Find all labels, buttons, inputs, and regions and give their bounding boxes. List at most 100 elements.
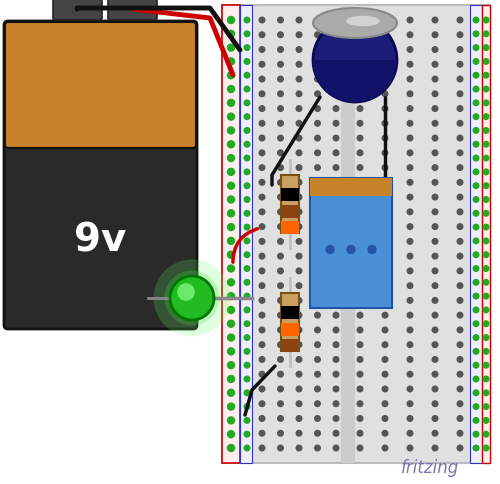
- Circle shape: [296, 253, 302, 259]
- Circle shape: [382, 121, 388, 126]
- Circle shape: [432, 416, 438, 421]
- Circle shape: [432, 17, 438, 23]
- Circle shape: [483, 390, 489, 395]
- Circle shape: [333, 17, 339, 23]
- Circle shape: [457, 180, 463, 185]
- Circle shape: [278, 298, 283, 303]
- Circle shape: [432, 106, 438, 111]
- Circle shape: [457, 239, 463, 244]
- Circle shape: [382, 327, 388, 333]
- Circle shape: [244, 31, 250, 37]
- Circle shape: [357, 312, 363, 318]
- Circle shape: [473, 238, 479, 244]
- Circle shape: [473, 224, 479, 230]
- Bar: [222, 5, 490, 463]
- Circle shape: [357, 106, 363, 111]
- Circle shape: [473, 321, 479, 327]
- Circle shape: [244, 59, 250, 64]
- Circle shape: [457, 47, 463, 52]
- Circle shape: [259, 76, 265, 82]
- Circle shape: [457, 194, 463, 200]
- Circle shape: [278, 239, 283, 244]
- Circle shape: [333, 121, 339, 126]
- Circle shape: [357, 165, 363, 170]
- Circle shape: [296, 61, 302, 67]
- Circle shape: [473, 431, 479, 437]
- Circle shape: [228, 417, 234, 424]
- Circle shape: [457, 268, 463, 273]
- Circle shape: [228, 86, 234, 92]
- Circle shape: [228, 72, 234, 79]
- Circle shape: [407, 91, 413, 97]
- Circle shape: [333, 357, 339, 362]
- Circle shape: [314, 327, 320, 333]
- Circle shape: [278, 165, 283, 170]
- Circle shape: [483, 266, 489, 272]
- Circle shape: [228, 403, 234, 410]
- Circle shape: [259, 47, 265, 52]
- Circle shape: [278, 327, 283, 333]
- Circle shape: [357, 445, 363, 451]
- Circle shape: [244, 335, 250, 340]
- Circle shape: [314, 91, 320, 97]
- Circle shape: [357, 386, 363, 392]
- Circle shape: [357, 239, 363, 244]
- Circle shape: [314, 445, 320, 451]
- Circle shape: [432, 430, 438, 436]
- Circle shape: [483, 197, 489, 202]
- Circle shape: [259, 224, 265, 229]
- Circle shape: [407, 416, 413, 421]
- Circle shape: [473, 73, 479, 78]
- Circle shape: [457, 357, 463, 362]
- Circle shape: [457, 121, 463, 126]
- Circle shape: [259, 283, 265, 288]
- Circle shape: [432, 165, 438, 170]
- Circle shape: [314, 194, 320, 200]
- Circle shape: [333, 61, 339, 67]
- Circle shape: [228, 265, 234, 272]
- Circle shape: [473, 59, 479, 64]
- Circle shape: [259, 312, 265, 318]
- Circle shape: [296, 268, 302, 273]
- Circle shape: [457, 342, 463, 348]
- Circle shape: [457, 327, 463, 333]
- Circle shape: [244, 17, 250, 23]
- Circle shape: [314, 61, 320, 67]
- Bar: [310, 178, 392, 308]
- Circle shape: [278, 17, 283, 23]
- Circle shape: [333, 194, 339, 200]
- Circle shape: [314, 416, 320, 421]
- Circle shape: [457, 253, 463, 259]
- Bar: [281, 323, 299, 336]
- Circle shape: [457, 76, 463, 82]
- Circle shape: [432, 150, 438, 156]
- Circle shape: [244, 348, 250, 354]
- Circle shape: [432, 357, 438, 362]
- Circle shape: [314, 253, 320, 259]
- Circle shape: [432, 209, 438, 215]
- Circle shape: [457, 430, 463, 436]
- Circle shape: [333, 371, 339, 377]
- Ellipse shape: [164, 271, 220, 326]
- Circle shape: [457, 312, 463, 318]
- Circle shape: [483, 224, 489, 230]
- Circle shape: [382, 17, 388, 23]
- Circle shape: [296, 239, 302, 244]
- Ellipse shape: [313, 18, 397, 102]
- Circle shape: [457, 386, 463, 392]
- Circle shape: [432, 342, 438, 348]
- Circle shape: [357, 194, 363, 200]
- Circle shape: [278, 401, 283, 407]
- Circle shape: [457, 17, 463, 23]
- Circle shape: [333, 416, 339, 421]
- Circle shape: [407, 61, 413, 67]
- Circle shape: [259, 401, 265, 407]
- Circle shape: [483, 211, 489, 216]
- Circle shape: [333, 386, 339, 392]
- Circle shape: [382, 135, 388, 141]
- Circle shape: [432, 121, 438, 126]
- Circle shape: [357, 91, 363, 97]
- Circle shape: [314, 239, 320, 244]
- Circle shape: [296, 416, 302, 421]
- Circle shape: [314, 298, 320, 303]
